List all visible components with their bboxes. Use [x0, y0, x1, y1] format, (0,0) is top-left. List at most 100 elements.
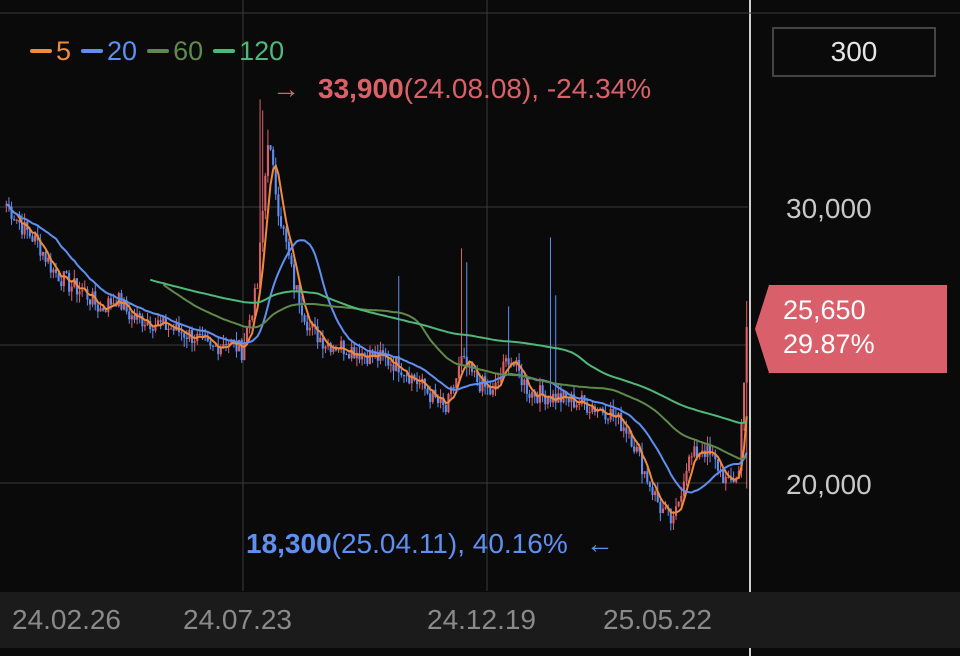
- candle-body: [345, 354, 348, 356]
- candle-body: [350, 347, 353, 359]
- candle-body: [724, 476, 727, 484]
- low-marker: 18,300(25.04.11), 40.16% ←: [246, 528, 614, 560]
- candle-body: [525, 379, 528, 394]
- candle-body: [125, 300, 128, 312]
- x-tick-label: 24.07.23: [183, 604, 292, 635]
- candle-body: [408, 375, 411, 384]
- y-tick-label: 30,000: [786, 193, 872, 224]
- candle-body: [70, 286, 73, 292]
- candle-body: [149, 321, 152, 329]
- candle-body: [28, 230, 31, 237]
- candle-body: [366, 355, 369, 364]
- candle-body: [347, 354, 351, 359]
- candle-body: [109, 298, 113, 305]
- candle-body: [235, 340, 238, 352]
- candle-body: [245, 327, 249, 343]
- legend-item-120[interactable]: 120: [213, 34, 284, 68]
- candle-body: [104, 310, 107, 313]
- candle-body: [463, 356, 466, 358]
- candle-body: [502, 361, 505, 377]
- candle-body: [206, 337, 209, 342]
- legend-label: 60: [173, 36, 204, 66]
- candle-body: [520, 370, 523, 386]
- candle-body: [57, 273, 60, 282]
- candle-body: [546, 397, 549, 405]
- candle-body: [727, 476, 730, 478]
- candle-body: [709, 445, 712, 455]
- legend-dash-icon: [213, 49, 236, 53]
- candle-body: [565, 391, 568, 398]
- candle-body: [91, 291, 94, 305]
- candle-body: [217, 345, 220, 355]
- candle-body: [533, 391, 536, 397]
- candle-body: [277, 194, 280, 217]
- candle-body: [10, 206, 13, 220]
- candle-body: [389, 364, 392, 366]
- candle-body: [544, 394, 547, 405]
- low-price: 18,300: [246, 528, 332, 559]
- candle-body: [620, 413, 623, 431]
- candle-body: [266, 145, 269, 176]
- candle-body: [481, 376, 484, 392]
- candle-body: [162, 316, 165, 322]
- candle-body: [321, 337, 324, 349]
- candle-body: [102, 308, 105, 311]
- high-detail: (24.08.08), -24.34%: [403, 73, 652, 104]
- candle-body: [651, 486, 654, 496]
- candle-body: [429, 393, 432, 403]
- candle-body: [329, 343, 332, 353]
- candle-body: [659, 502, 662, 514]
- candle-body: [703, 450, 706, 457]
- legend-item-20[interactable]: 20: [81, 34, 137, 68]
- candle-body: [426, 388, 429, 394]
- candle-body: [706, 445, 709, 457]
- legend-item-60[interactable]: 60: [147, 34, 203, 68]
- candle-body: [625, 427, 628, 434]
- candle-body: [290, 255, 293, 265]
- candle-body: [340, 340, 343, 350]
- candle-body: [15, 220, 18, 222]
- candle-body: [133, 315, 136, 320]
- candle-body: [418, 383, 421, 385]
- candle-body: [504, 358, 508, 362]
- candle-body: [450, 387, 453, 394]
- candle-body: [431, 389, 434, 403]
- candle-body: [507, 358, 510, 365]
- candle-body: [99, 308, 102, 312]
- candle-body: [452, 387, 455, 389]
- candle-body: [141, 315, 144, 327]
- candle-body: [49, 257, 52, 273]
- period-selector[interactable]: 300: [772, 27, 936, 77]
- current-price: 25,650: [783, 295, 866, 325]
- candle-body: [287, 241, 290, 256]
- candle-body: [86, 289, 89, 300]
- high-price: 33,900: [318, 73, 404, 104]
- candle-body: [324, 346, 327, 349]
- candle-body: [473, 371, 476, 373]
- legend-label: 20: [107, 36, 138, 66]
- candle-body: [677, 501, 680, 507]
- candle-body: [612, 408, 615, 417]
- candle-body: [20, 222, 24, 235]
- candle-body: [319, 337, 322, 343]
- candle-body: [146, 321, 149, 326]
- candle-body: [256, 287, 259, 289]
- candle-body: [416, 380, 419, 385]
- candle-body: [672, 515, 675, 524]
- candle-body: [512, 363, 515, 366]
- candle-body: [572, 394, 576, 408]
- candle-body: [732, 480, 735, 483]
- legend-item-5[interactable]: 5: [30, 34, 71, 68]
- candle-body: [34, 234, 37, 242]
- candle-body: [588, 411, 591, 413]
- candle-body: [282, 226, 285, 229]
- high-marker: → 33,900(24.08.08), -24.34%: [272, 73, 651, 105]
- candle-body: [227, 343, 230, 345]
- candle-body: [219, 346, 222, 355]
- candle-body: [489, 387, 492, 395]
- candle-body: [745, 327, 748, 383]
- candle-body: [635, 446, 638, 452]
- candle-body: [387, 357, 390, 366]
